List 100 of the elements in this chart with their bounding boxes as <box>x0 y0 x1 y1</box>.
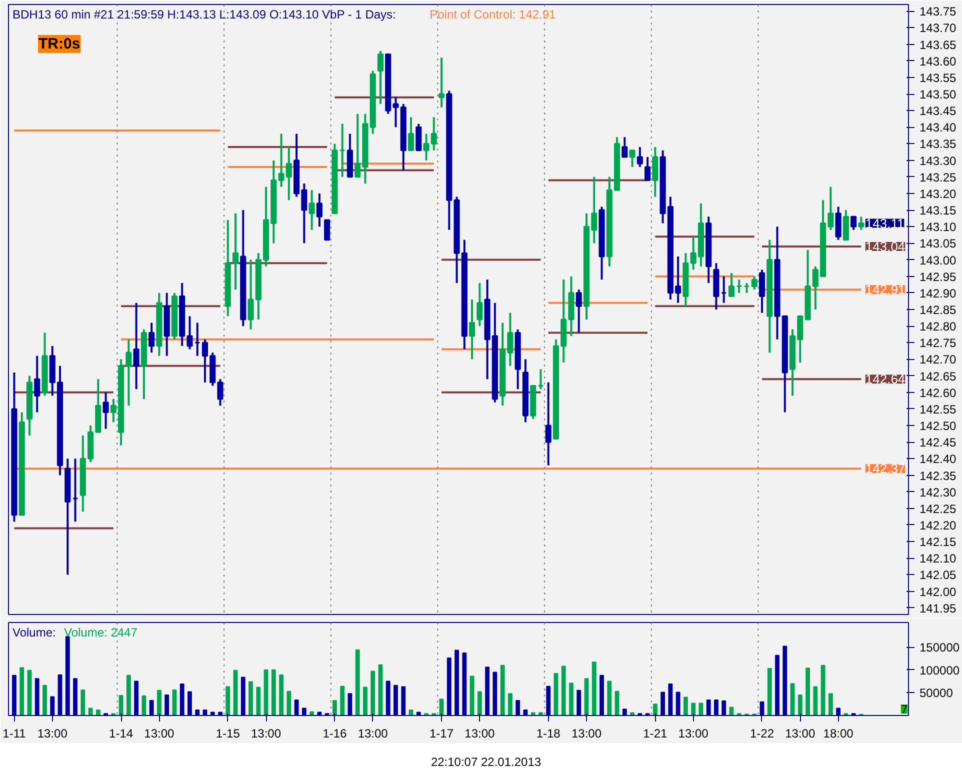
bar <box>226 686 230 716</box>
y-tick-label: 143.60 <box>920 54 957 68</box>
bar <box>80 689 86 716</box>
y-tick-label: 150000 <box>920 640 960 655</box>
y-tick-label: 142.25 <box>920 502 957 516</box>
x-tick-label: 13:00 <box>144 726 175 740</box>
bar <box>370 670 376 716</box>
x-tick-label: 1-16 <box>322 726 348 740</box>
bar <box>248 681 253 716</box>
candlestick <box>339 122 346 178</box>
y-tick-label: 141.95 <box>920 601 957 616</box>
chart-subtitle: Point of Control: 142.91 <box>430 8 556 22</box>
candlestick <box>644 156 651 182</box>
y-tick-label: 142.40 <box>920 452 957 466</box>
bar <box>592 662 596 716</box>
candlestick <box>438 56 445 108</box>
bar <box>118 694 124 716</box>
bar <box>500 664 505 716</box>
candlestick <box>476 282 483 328</box>
bar <box>782 646 788 716</box>
bar <box>576 690 582 716</box>
bar <box>20 667 24 716</box>
candlestick <box>469 298 476 360</box>
bar <box>134 680 139 716</box>
bar <box>813 686 818 716</box>
bar <box>806 668 810 716</box>
y-tick-label: 143.40 <box>920 120 957 135</box>
chart-title: BDH13 60 min #21 21:59:59 H:143.13 L:143.09 O:143.10 VbP - 1 Days: <box>12 8 396 22</box>
bar <box>164 694 170 716</box>
bar <box>767 668 772 716</box>
bar <box>820 664 826 716</box>
annotation: TR:0s <box>38 36 80 52</box>
bar <box>279 674 284 716</box>
text: 143.11 <box>865 216 904 231</box>
y-tick-label: 142.00 <box>920 584 957 599</box>
bar <box>310 711 314 716</box>
y-tick-label: 142.05 <box>920 568 957 582</box>
bar <box>58 674 62 716</box>
x-tick-label: 13:00 <box>571 726 602 740</box>
bar <box>188 691 192 716</box>
y-tick-label: 143.15 <box>920 204 957 218</box>
candlestick <box>377 50 384 105</box>
y-tick-label: 143.30 <box>920 154 957 168</box>
y-tick-label: 142.55 <box>920 402 957 416</box>
bar <box>65 636 70 716</box>
y-tick-label: 143.35 <box>920 137 957 152</box>
candlestick <box>758 268 766 314</box>
bar <box>523 710 528 716</box>
bar <box>569 682 574 716</box>
candlestick <box>622 136 628 158</box>
x-tick-label: 13:00 <box>358 726 388 740</box>
bar <box>546 686 551 716</box>
annotation: Volume: 2447 <box>64 626 138 640</box>
data-label: 142.64 <box>865 372 906 387</box>
candlestick <box>148 322 155 354</box>
bar <box>683 696 688 716</box>
y-tick-label: 143.10 <box>920 220 957 234</box>
bar <box>828 693 833 716</box>
y-tick-label: 142.60 <box>920 386 957 400</box>
chart-title: Volume: <box>12 626 56 640</box>
bar <box>294 700 299 716</box>
bar <box>12 674 16 716</box>
bar <box>240 676 246 716</box>
data-label: 143.04 <box>865 239 906 254</box>
candlestick <box>72 458 78 523</box>
candlestick <box>744 282 750 294</box>
bar <box>256 686 261 716</box>
y-tick-label: 142.90 <box>920 286 957 300</box>
bar <box>676 692 680 716</box>
bar <box>195 710 200 716</box>
y-tick-label: 143.55 <box>920 70 957 85</box>
y-tick-label: 143.05 <box>920 236 957 251</box>
candlestick <box>652 146 658 198</box>
bar <box>600 674 604 716</box>
x-tick-label: 13:00 <box>251 726 282 740</box>
y-tick-label: 142.20 <box>920 518 957 532</box>
x-tick-label: 1-15 <box>216 726 240 740</box>
bar <box>172 689 177 716</box>
bar <box>492 672 498 716</box>
data-label: 142.37 <box>865 461 906 476</box>
bar <box>355 649 360 716</box>
bar <box>401 686 406 716</box>
candlestick <box>736 278 742 294</box>
x-tick-label: 18:00 <box>823 726 854 740</box>
candlestick <box>850 216 857 231</box>
y-tick-label: 143.20 <box>920 186 957 201</box>
candlestick <box>858 216 864 231</box>
y-tick-label: 143.45 <box>920 104 957 118</box>
x-tick-label: 13:00 <box>678 726 709 740</box>
bar <box>386 680 390 716</box>
bar <box>790 683 795 716</box>
bar <box>607 680 612 716</box>
candlestick <box>194 322 200 357</box>
bar <box>50 696 55 716</box>
candlestick <box>842 209 849 241</box>
bar <box>775 654 780 716</box>
y-tick-label: 143.75 <box>920 4 957 19</box>
x-tick-label: 1-22 <box>750 726 774 740</box>
y-tick-label: 142.95 <box>920 270 957 284</box>
y-tick-label: 143.25 <box>920 170 957 184</box>
